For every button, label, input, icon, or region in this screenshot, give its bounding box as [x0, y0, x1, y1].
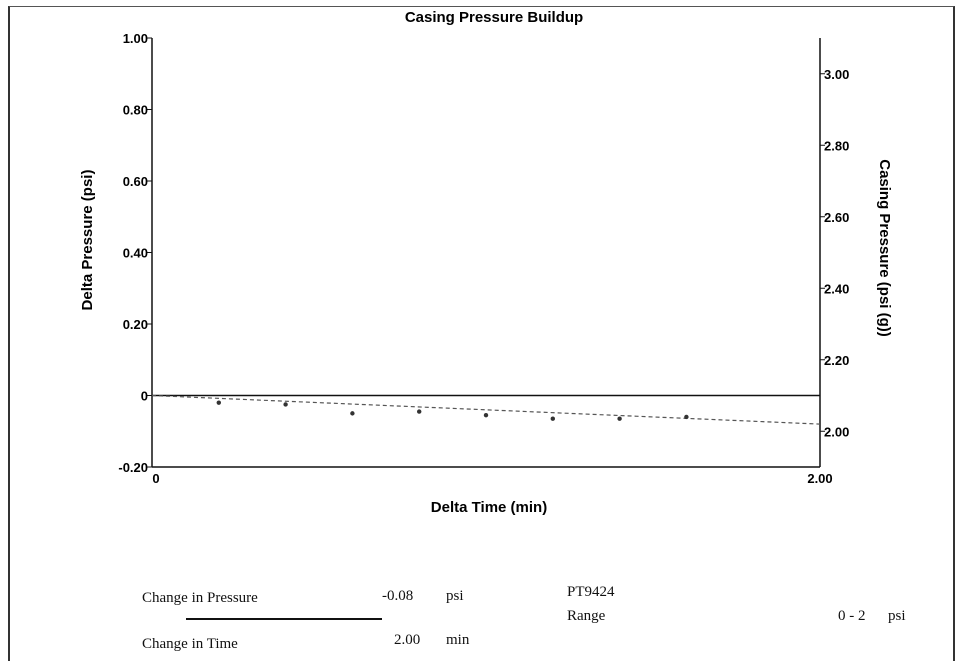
range-unit: psi	[888, 608, 906, 624]
data-point	[417, 409, 422, 414]
x-axis-label: Delta Time (min)	[431, 499, 547, 516]
data-point	[550, 416, 555, 421]
chart-title: Casing Pressure Buildup	[405, 9, 583, 26]
data-point	[350, 411, 355, 416]
change-pressure-label: Change in Pressure	[142, 590, 258, 606]
change-pressure-value: -0.08	[382, 588, 414, 604]
y-tick-label: 0.60	[123, 174, 148, 189]
chart-frame	[8, 6, 955, 661]
data-point	[216, 400, 221, 405]
y2-tick-label: 2.80	[824, 138, 849, 153]
y-tick-label: 0.20	[123, 317, 148, 332]
change-time-label: Change in Time	[142, 636, 238, 652]
gauge-id: PT9424	[567, 584, 615, 600]
change-time-unit: min	[446, 632, 470, 648]
y2-tick-label: 3.00	[824, 67, 849, 82]
data-point	[684, 414, 689, 420]
data-point	[283, 402, 288, 407]
y2-axis-label: Casing Pressure (psi (g))	[876, 159, 893, 337]
trend-line	[151, 394, 821, 425]
y-tick-label: 1.00	[123, 31, 148, 46]
data-point	[617, 416, 622, 421]
summary-divider	[186, 618, 382, 620]
axes	[147, 37, 825, 468]
y-tick-label: 0.40	[123, 246, 148, 261]
range-label: Range	[567, 608, 606, 624]
change-time-value: 2.00	[394, 632, 421, 648]
y-axis-label: Delta Pressure (psi)	[79, 170, 96, 311]
range-value: 0 - 2	[838, 608, 866, 624]
data-marks	[151, 394, 821, 425]
y-tick-label: 0	[141, 389, 148, 404]
x-tick-label: 2.00	[807, 471, 832, 486]
y-tick-label: 0.80	[123, 103, 148, 118]
y2-tick-label: 2.60	[824, 210, 849, 225]
data-point	[483, 412, 489, 418]
tick-labels: 1.00 0.80 0.60 0.40 0.20 0 -0.20 3.00 2.80 2.60 2.…	[118, 31, 849, 486]
y2-tick-label: 2.40	[824, 281, 849, 296]
x-tick-label: 0	[152, 471, 159, 486]
y2-tick-label: 2.20	[824, 353, 849, 368]
change-pressure-unit: psi	[446, 588, 464, 604]
y-tick-label: -0.20	[118, 460, 148, 475]
y2-tick-label: 2.00	[824, 424, 849, 439]
